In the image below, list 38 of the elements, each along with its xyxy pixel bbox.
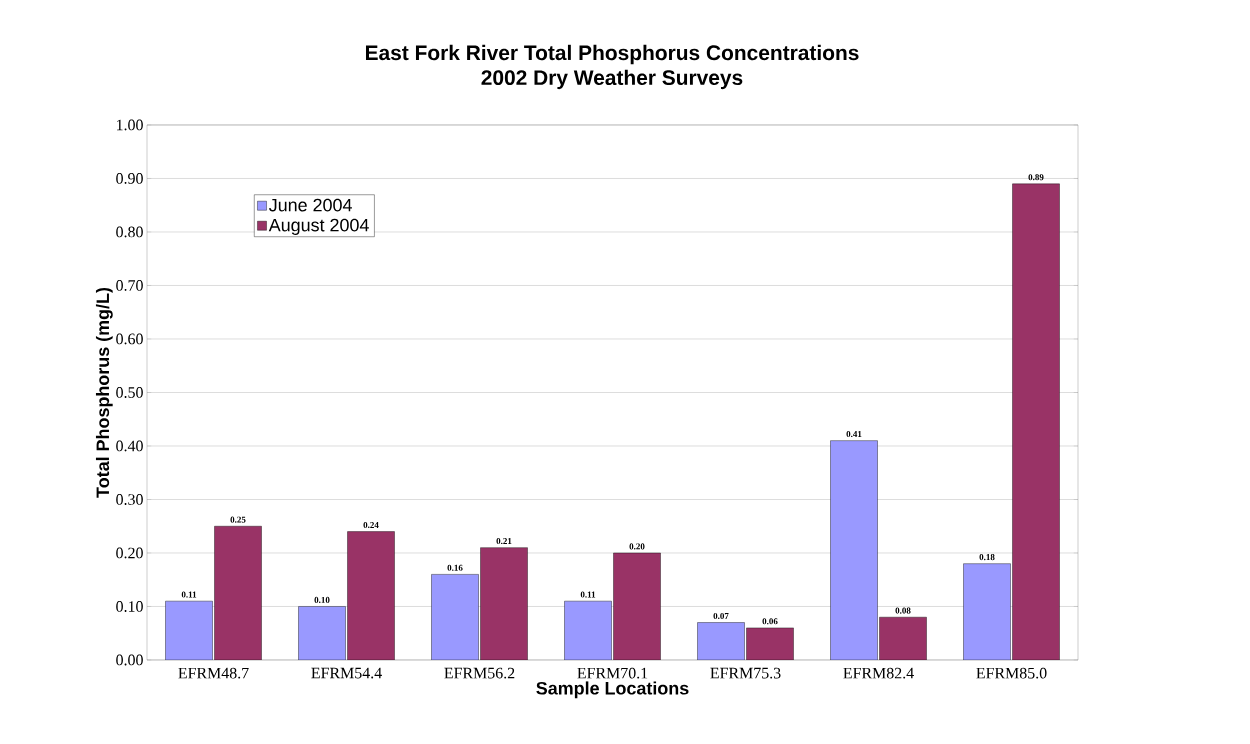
data-label: 0.20	[629, 543, 645, 550]
legend-label: June 2004	[269, 198, 352, 212]
data-label: 0.89	[1028, 174, 1044, 181]
y-tick-label: 0.30	[116, 494, 143, 505]
chart-subtitle: 2002 Dry Weather Surveys	[481, 69, 743, 90]
data-label: 0.11	[580, 591, 596, 598]
x-tick-label: EFRM48.7	[178, 667, 249, 679]
x-axis-title: Sample Locations	[536, 681, 689, 699]
data-label: 0.10	[314, 596, 330, 603]
data-label: 0.08	[895, 607, 911, 614]
y-tick-label: 0.50	[116, 387, 143, 398]
y-tick-label: 0.00	[116, 654, 143, 666]
data-label: 0.07	[713, 612, 729, 620]
x-tick-label: EFRM82.4	[843, 667, 914, 679]
data-label: 0.16	[447, 564, 463, 571]
y-tick-label: 0.80	[116, 226, 143, 238]
y-tick-label: 0.90	[116, 173, 143, 184]
y-tick-label: 1.00	[117, 119, 143, 131]
y-tick-label: 0.60	[116, 333, 143, 345]
legend-label: August 2004	[268, 218, 369, 235]
y-tick-label: 0.20	[116, 547, 143, 559]
data-label: 0.41	[846, 431, 862, 438]
data-label: 0.24	[363, 521, 379, 529]
x-tick-label: EFRM70.1	[577, 667, 648, 679]
x-tick-label: EFRM54.4	[311, 667, 382, 679]
x-tick-label: EFRM85.0	[976, 667, 1047, 679]
data-label: 0.06	[762, 618, 778, 625]
chart-title: East Fork River Total Phosphorus Concentrations	[365, 44, 859, 65]
y-tick-label: 0.10	[116, 601, 143, 612]
x-tick-label: EFRM56.2	[444, 667, 515, 679]
x-tick-label: EFRM75.3	[710, 667, 781, 679]
data-label: 0.11	[181, 591, 197, 598]
y-tick-label: 0.70	[116, 280, 143, 291]
data-label: 0.21	[496, 538, 512, 545]
data-label: 0.25	[230, 516, 246, 523]
y-tick-label: 0.40	[116, 440, 143, 452]
data-label: 0.18	[979, 554, 995, 561]
y-axis-title: Total Phosphorus (mg/L)	[95, 287, 113, 498]
